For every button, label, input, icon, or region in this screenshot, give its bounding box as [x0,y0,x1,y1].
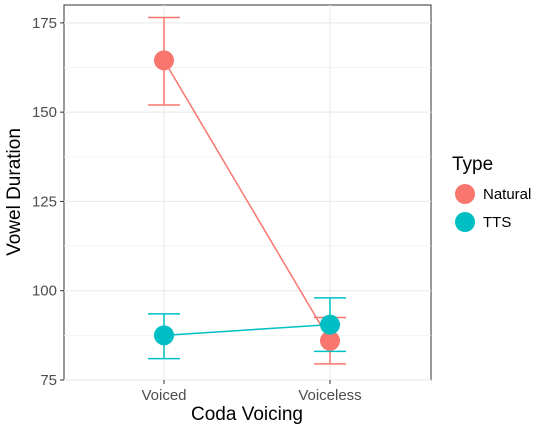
y-tick-label: 125 [32,193,57,210]
chart-marks [148,16,346,365]
data-point-natural [320,330,340,351]
y-tick-label: 100 [32,283,57,300]
x-axis-ticks: Voiced Voiceless [141,380,362,404]
x-axis-title: Coda Voicing [191,404,303,425]
y-axis-title: Vowel Duration [4,128,25,256]
x-tick-label: Voiced [141,387,186,404]
legend-label: TTS [483,214,511,231]
y-tick-label: 75 [40,372,57,389]
panel-background [63,4,432,381]
series-line-tts [163,323,331,337]
y-axis-ticks: 75 100 125 150 175 [32,15,64,389]
series-line-natural [163,59,331,342]
legend-key-tts [455,212,475,232]
y-tick-label: 175 [32,15,57,32]
legend-label: Natural [483,186,531,203]
data-point-tts [320,314,340,335]
legend-key-natural [455,184,475,204]
x-tick-label: Voiceless [298,387,361,404]
data-point-tts [154,325,174,346]
y-tick-label: 150 [32,104,57,121]
legend-title: Type [452,154,493,175]
data-point-natural [154,50,174,71]
legend: Type Natural TTS [452,154,531,232]
